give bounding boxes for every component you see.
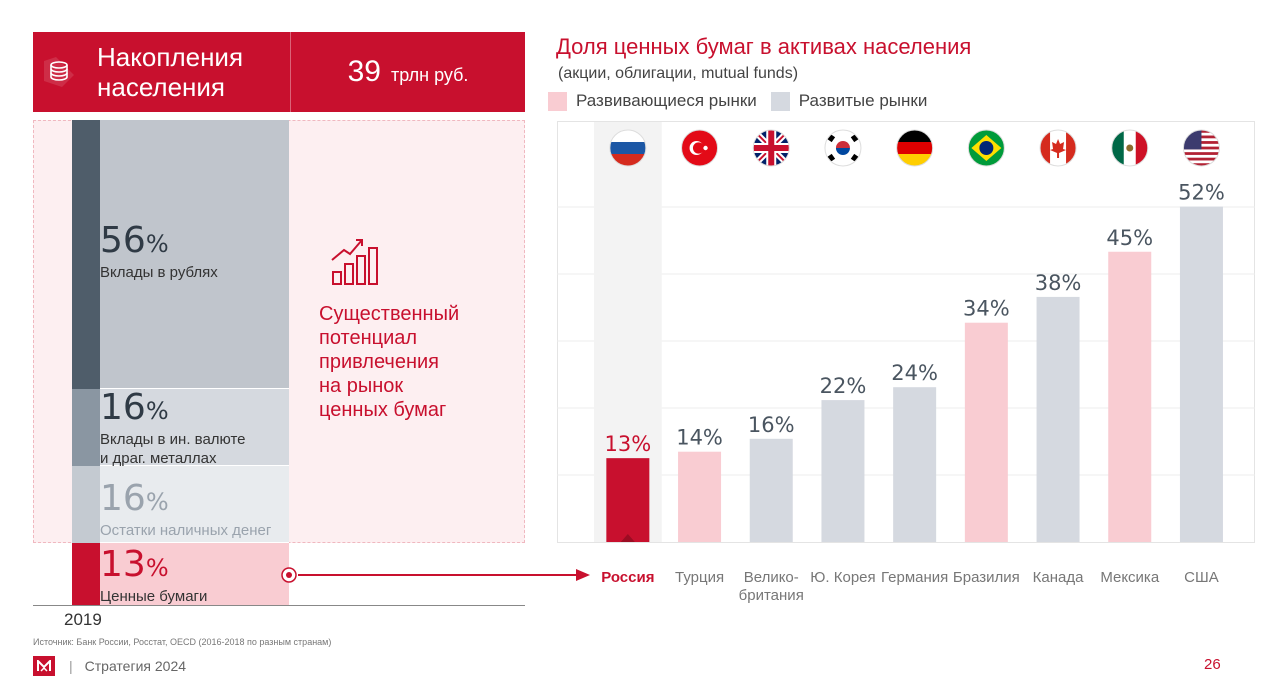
legend-item-emerging: Развивающиеся рынки	[548, 91, 757, 111]
bar-south-korea	[821, 400, 865, 542]
mexico-flag-icon	[1111, 129, 1149, 167]
growth-chart-icon	[330, 236, 382, 293]
category-label: Канада	[1033, 569, 1084, 586]
bar-value-label: 34%	[963, 297, 1010, 321]
footer-separator: |	[69, 658, 73, 674]
year-label: 2019	[64, 610, 102, 629]
bar-turkey	[678, 451, 722, 542]
potential-text-line: ценных бумаг	[319, 399, 447, 421]
category-label: Германия	[881, 569, 948, 586]
stack-axis-segment-cash	[72, 466, 100, 543]
category-label: США	[1184, 569, 1219, 586]
stack-segment-cash	[100, 466, 289, 543]
stack-axis-segment-fx-deposits	[72, 389, 100, 466]
bar-value-label: 13%	[605, 432, 652, 456]
footer-strategy: Стратегия 2024	[84, 658, 187, 674]
chart-subtitle: (акции, облигации, mutual funds)	[558, 65, 799, 82]
source-note: Источник: Банк России, Росстат, OECD (20…	[33, 637, 332, 647]
bar-brazil	[964, 322, 1008, 542]
bar-mexico	[1108, 251, 1152, 542]
connector-arrow	[281, 567, 590, 583]
russia-marker	[620, 534, 635, 542]
potential-text: Существенный потенциал привлечения на ры…	[319, 302, 509, 422]
legend-swatch-developed	[770, 91, 790, 111]
bank-logo-icon	[33, 656, 55, 676]
turkey-flag-icon	[681, 129, 719, 167]
stack-axis-segment-securities	[72, 543, 100, 605]
segment-pct: 16%	[100, 478, 169, 519]
segment-desc-2: и драг. металлах	[100, 450, 217, 467]
usa-flag-icon	[1182, 129, 1220, 167]
bar-value-label: 38%	[1035, 271, 1082, 295]
segment-desc: Вклады в ин. валюте	[100, 431, 246, 448]
bar-germany	[893, 387, 937, 542]
category-label: Мексика	[1100, 569, 1160, 586]
savings-total-value: 39	[347, 55, 381, 88]
stack-segment-rub-deposits	[100, 120, 289, 389]
bar-value-label: 16%	[748, 413, 795, 437]
potential-text-line: на рынок	[319, 375, 404, 397]
segment-label-cash: 16% Остатки наличных денег	[100, 480, 271, 540]
segment-pct: 56%	[100, 220, 169, 261]
stack-axis-segment-rub-deposits	[72, 120, 100, 389]
stack-segment-fx-deposits	[100, 389, 289, 466]
segment-label-securities: 13% Ценные бумаги	[100, 546, 207, 606]
securities-share-chart: 13% Россия 14% Турция 16% Велико-британия 22% Ю…	[557, 121, 1255, 604]
coins-icon	[33, 32, 85, 112]
savings-total-unit: трлн руб.	[390, 64, 469, 85]
savings-total: 39 трлн руб.	[291, 32, 525, 112]
savings-stack	[100, 120, 289, 605]
bar-value-label: 52%	[1178, 181, 1225, 205]
category-label: Турция	[675, 569, 724, 586]
potential-text-line: Существенный	[319, 303, 460, 325]
savings-title: Накопления населения	[85, 32, 291, 112]
savings-stack-axis	[72, 120, 100, 605]
russia-flag-icon	[609, 129, 647, 167]
segment-desc: Вклады в рублях	[100, 264, 218, 281]
chart-legend: Развивающиеся рынки Развитые рынки	[548, 91, 941, 111]
brazil-flag-icon	[967, 129, 1005, 167]
legend-label: Развивающиеся рынки	[576, 91, 757, 110]
bar-usa	[1179, 206, 1223, 542]
bar-value-label: 14%	[676, 426, 723, 450]
bar-uk	[749, 438, 793, 542]
category-label: британия	[739, 587, 804, 604]
arrow-head-icon	[576, 569, 590, 581]
legend-item-developed: Развитые рынки	[770, 91, 928, 111]
category-label: Бразилия	[953, 569, 1020, 586]
footer: | Стратегия 2024	[33, 656, 186, 676]
south-korea-flag-icon	[824, 129, 862, 167]
legend-swatch-emerging	[548, 91, 567, 111]
savings-title-line1: Накопления	[97, 42, 244, 72]
stack-segment-securities	[100, 543, 289, 605]
category-label: Велико-	[744, 569, 799, 586]
chart-title: Доля ценных бумаг в активах населения	[556, 34, 972, 59]
segment-label-fx-deposits: 16% Вклады в ин. валюте и драг. металлах	[100, 389, 246, 468]
potential-text-line: привлечения	[319, 351, 440, 373]
potential-text-line: потенциал	[319, 327, 418, 349]
germany-flag-icon	[896, 129, 934, 167]
canada-flag-icon	[1039, 129, 1077, 167]
category-label: Ю. Корея	[810, 569, 875, 586]
bar-value-label: 45%	[1106, 226, 1153, 250]
segment-desc: Ценные бумаги	[100, 588, 208, 605]
uk-flag-icon	[752, 129, 790, 167]
legend-label: Развитые рынки	[798, 91, 928, 110]
stack-baseline	[33, 605, 525, 606]
segment-desc: Остатки наличных денег	[100, 522, 272, 539]
savings-header: Накопления населения 39 трлн руб.	[33, 32, 525, 112]
category-label: Россия	[601, 569, 654, 586]
page-number: 26	[1204, 656, 1221, 673]
bar-russia	[606, 458, 650, 542]
segment-label-rub-deposits: 56% Вклады в рублях	[100, 222, 218, 282]
segment-pct: 13%	[100, 544, 169, 585]
bar-canada	[1036, 296, 1080, 542]
savings-title-line2: населения	[97, 72, 226, 102]
bar-value-label: 22%	[820, 374, 867, 398]
segment-pct: 16%	[100, 387, 169, 428]
bar-value-label: 24%	[891, 361, 938, 385]
